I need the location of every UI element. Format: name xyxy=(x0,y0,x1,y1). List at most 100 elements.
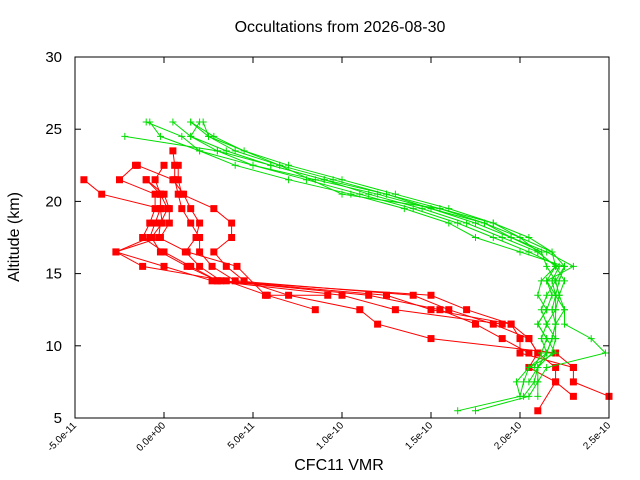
data-point xyxy=(160,190,168,198)
data-point xyxy=(178,132,186,140)
data-point xyxy=(507,234,515,241)
series-13 xyxy=(187,118,609,400)
chart-title: Occultations from 2026-08-30 xyxy=(235,19,446,36)
data-point xyxy=(498,320,506,328)
data-point xyxy=(555,277,563,285)
series-line xyxy=(83,179,316,311)
series-16 xyxy=(187,118,568,343)
data-point xyxy=(233,262,241,270)
data-point xyxy=(146,118,154,126)
data-point xyxy=(561,262,568,270)
data-point xyxy=(187,205,195,213)
data-point xyxy=(196,234,204,241)
data-point xyxy=(534,378,542,386)
data-point xyxy=(285,176,293,184)
data-point xyxy=(231,147,239,155)
x-tick-label: 2.0e-10 xyxy=(492,420,524,452)
data-point xyxy=(534,392,542,400)
data-point xyxy=(183,262,191,270)
data-point xyxy=(187,132,195,140)
data-point xyxy=(534,407,542,415)
data-point xyxy=(192,234,200,241)
data-point xyxy=(427,291,435,299)
data-point xyxy=(534,349,542,357)
data-point xyxy=(169,147,177,155)
data-point xyxy=(180,190,188,198)
data-point xyxy=(552,262,560,270)
data-point xyxy=(222,262,230,270)
x-tick-label: 1.0e-10 xyxy=(314,420,346,452)
data-point xyxy=(525,378,533,386)
data-point xyxy=(525,234,533,241)
data-point xyxy=(160,262,168,270)
y-tick-label: 25 xyxy=(45,121,62,138)
data-point xyxy=(121,132,129,140)
data-point xyxy=(569,363,577,371)
data-point xyxy=(543,291,551,299)
data-point xyxy=(231,277,239,285)
data-point xyxy=(178,205,186,213)
data-point xyxy=(537,349,545,357)
x-tick-label: 2.5e-10 xyxy=(581,420,613,452)
series-6 xyxy=(112,176,506,328)
data-point xyxy=(520,392,528,400)
y-tick-label: 15 xyxy=(45,266,62,283)
data-point xyxy=(338,291,346,299)
data-point xyxy=(151,176,159,184)
data-point xyxy=(276,161,284,169)
data-point xyxy=(561,306,568,314)
data-point xyxy=(534,320,542,328)
x-tick-label: 1.5e-10 xyxy=(403,420,435,452)
data-point xyxy=(489,320,497,328)
y-tick-label: 10 xyxy=(45,338,62,355)
data-point xyxy=(383,291,390,299)
data-point xyxy=(222,277,230,285)
series-line xyxy=(190,121,566,339)
data-point xyxy=(174,161,182,169)
data-point xyxy=(174,176,182,184)
series-line xyxy=(114,179,503,325)
data-point xyxy=(183,248,191,256)
data-point xyxy=(187,219,195,227)
data-point xyxy=(507,320,515,328)
data-point xyxy=(160,248,168,256)
data-point xyxy=(196,219,204,227)
data-point xyxy=(187,262,195,270)
data-point xyxy=(498,335,506,343)
data-point xyxy=(427,335,435,343)
data-point xyxy=(169,118,177,126)
data-point xyxy=(210,205,218,213)
data-point xyxy=(196,262,204,270)
data-point xyxy=(489,219,497,227)
data-point xyxy=(311,306,319,314)
data-point xyxy=(498,234,506,241)
data-point xyxy=(472,320,479,328)
data-point xyxy=(139,234,147,241)
data-point xyxy=(187,118,195,126)
data-point xyxy=(516,248,524,256)
data-point xyxy=(213,147,221,155)
data-point xyxy=(205,132,212,140)
plot-area xyxy=(80,118,613,415)
data-point xyxy=(543,306,551,314)
series-3 xyxy=(133,161,560,415)
data-point xyxy=(261,291,269,299)
data-point xyxy=(552,291,560,299)
data-point xyxy=(525,335,533,343)
data-point xyxy=(601,349,609,357)
series-11 xyxy=(187,118,560,400)
data-point xyxy=(80,176,88,184)
data-point xyxy=(569,392,577,400)
data-point xyxy=(548,248,556,256)
y-axis: 5 10 15 20 25 30 xyxy=(45,49,609,427)
data-point xyxy=(208,262,216,270)
data-point xyxy=(472,234,479,241)
data-point xyxy=(240,277,248,285)
data-point xyxy=(587,335,595,343)
data-point xyxy=(516,234,524,241)
data-point xyxy=(463,306,471,314)
data-point xyxy=(156,190,164,198)
data-point xyxy=(160,161,168,169)
y-tick-label: 5 xyxy=(54,410,62,427)
